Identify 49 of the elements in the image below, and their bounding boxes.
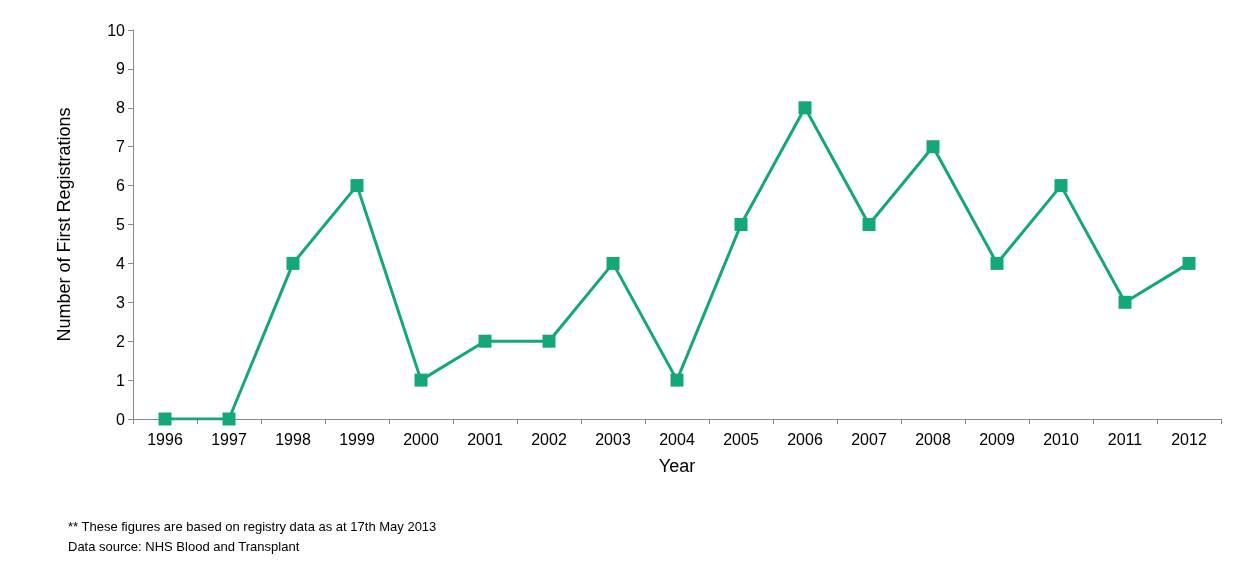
point bbox=[1118, 295, 1132, 309]
y-tick-label: 5 bbox=[116, 216, 126, 233]
x-tick-label: 2002 bbox=[531, 430, 567, 448]
point bbox=[926, 140, 940, 154]
y-tick-label: 9 bbox=[116, 60, 126, 78]
x-tick-label: 2005 bbox=[723, 430, 759, 448]
y-tick-label: 8 bbox=[116, 99, 126, 117]
x-axis-title: Year bbox=[658, 456, 696, 476]
x-tick-label: 2006 bbox=[787, 430, 823, 448]
x-tick-label: 2008 bbox=[915, 430, 951, 448]
point bbox=[1054, 179, 1068, 193]
x-tick-label: 2001 bbox=[467, 430, 503, 448]
point bbox=[606, 256, 620, 270]
x-tick-label: 1997 bbox=[211, 430, 247, 448]
x-tick-label: 2004 bbox=[659, 430, 695, 448]
point bbox=[158, 412, 172, 426]
x-tick-label: 2000 bbox=[403, 430, 439, 448]
point bbox=[286, 256, 300, 270]
source-note: Data source: NHS Blood and Transplant bbox=[68, 539, 300, 554]
point bbox=[734, 218, 748, 231]
y-tick-label: 0 bbox=[116, 410, 126, 428]
point bbox=[798, 101, 812, 115]
point bbox=[862, 218, 876, 231]
point bbox=[414, 373, 428, 387]
point bbox=[990, 256, 1004, 270]
y-tick-label: 7 bbox=[116, 138, 126, 156]
point bbox=[222, 412, 236, 426]
y-tick-label: 1 bbox=[116, 371, 126, 389]
y-tick-label: 2 bbox=[116, 332, 126, 350]
x-tick-label: 2009 bbox=[979, 430, 1015, 448]
point bbox=[478, 334, 492, 348]
point bbox=[1182, 256, 1196, 270]
x-tick-label: 2010 bbox=[1043, 430, 1079, 448]
point bbox=[670, 373, 684, 387]
x-tick-label: 2012 bbox=[1171, 430, 1207, 448]
point bbox=[542, 334, 556, 348]
y-tick-label: 4 bbox=[116, 254, 126, 272]
text: ** These figures are based on registry data as at 17th May 2013 bbox=[68, 519, 437, 534]
x-tick-label: 1999 bbox=[339, 430, 375, 448]
x-tick-label: 2003 bbox=[595, 430, 631, 448]
point bbox=[350, 179, 364, 193]
y-tick-label: 3 bbox=[116, 293, 126, 311]
x-tick-label: 1998 bbox=[275, 430, 311, 448]
x-tick-label: 2011 bbox=[1107, 430, 1143, 448]
y-axis-title: Number of First Registrations bbox=[54, 107, 74, 342]
x-tick-label: 2007 bbox=[851, 430, 887, 448]
y-tick-label: 10 bbox=[107, 21, 126, 39]
x-tick-label: 1996 bbox=[147, 430, 183, 448]
y-tick-label: 6 bbox=[116, 177, 126, 195]
